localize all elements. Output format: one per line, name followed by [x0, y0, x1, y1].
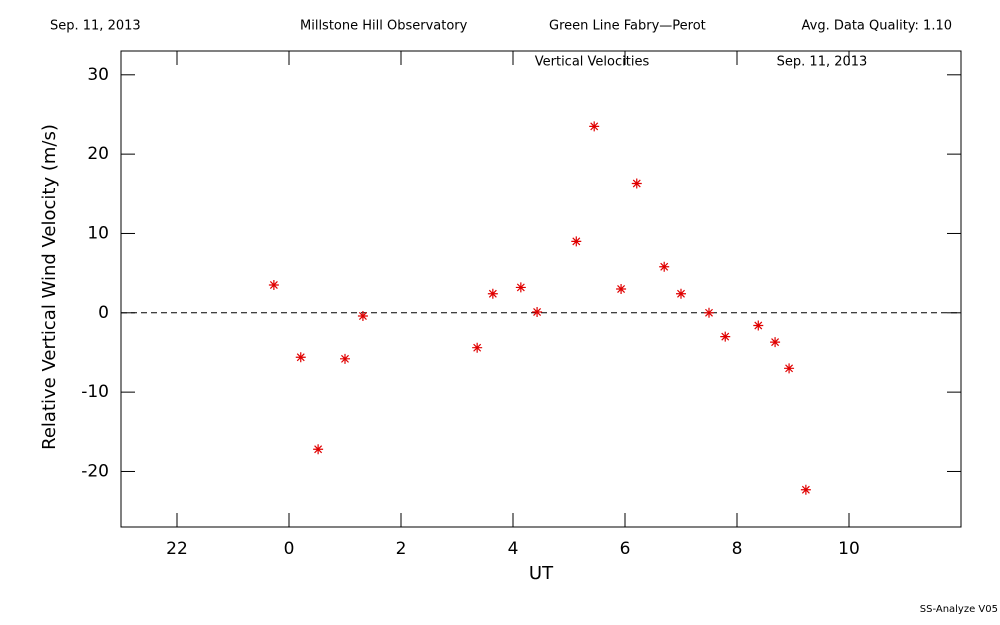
point	[571, 236, 582, 247]
header-quality: Avg. Data Quality: 1.10	[802, 19, 952, 34]
point	[589, 121, 600, 132]
x-tick-label: 6	[620, 539, 631, 559]
y-tick-label: 30	[87, 65, 109, 85]
point	[340, 353, 350, 364]
point	[357, 310, 368, 321]
point	[532, 307, 543, 318]
x-axis-label: UT	[529, 563, 554, 584]
point	[313, 444, 324, 455]
point	[472, 342, 483, 353]
x-tick-label: 0	[284, 539, 295, 559]
chart-subtitle: Sep. 11, 2013	[777, 55, 868, 70]
x-tick-label: 4	[508, 539, 519, 559]
y-axis-label: Relative Vertical Wind Velocity (m/s)	[39, 124, 60, 450]
point	[659, 261, 670, 272]
point	[487, 288, 498, 299]
y-tick-label: 20	[87, 144, 109, 164]
point	[631, 178, 642, 189]
y-tick-label: 10	[87, 223, 109, 243]
point	[753, 320, 764, 331]
x-tick-label: 8	[732, 539, 743, 559]
footer: SS-Analyze V05	[920, 604, 998, 615]
point	[784, 363, 795, 374]
point	[770, 337, 781, 348]
header-date: Sep. 11, 2013	[50, 19, 141, 34]
y-tick-label: 0	[98, 303, 109, 323]
x-tick-label: 2	[396, 539, 407, 559]
plot-frame	[120, 50, 962, 528]
point	[720, 331, 731, 342]
header-instrument: Green Line Fabry—Perot	[549, 19, 706, 34]
point	[616, 284, 627, 294]
point	[800, 484, 811, 495]
x-tick-label: 22	[166, 539, 188, 559]
point	[515, 282, 526, 293]
point	[295, 352, 306, 363]
x-tick-label: 10	[838, 539, 860, 559]
y-tick-label: -10	[81, 382, 109, 402]
point	[268, 280, 279, 291]
point	[676, 288, 686, 299]
header-observatory: Millstone Hill Observatory	[300, 19, 468, 34]
point	[704, 307, 714, 318]
y-tick-label: -20	[81, 461, 109, 481]
chart-title: Vertical Velocities	[535, 55, 650, 70]
